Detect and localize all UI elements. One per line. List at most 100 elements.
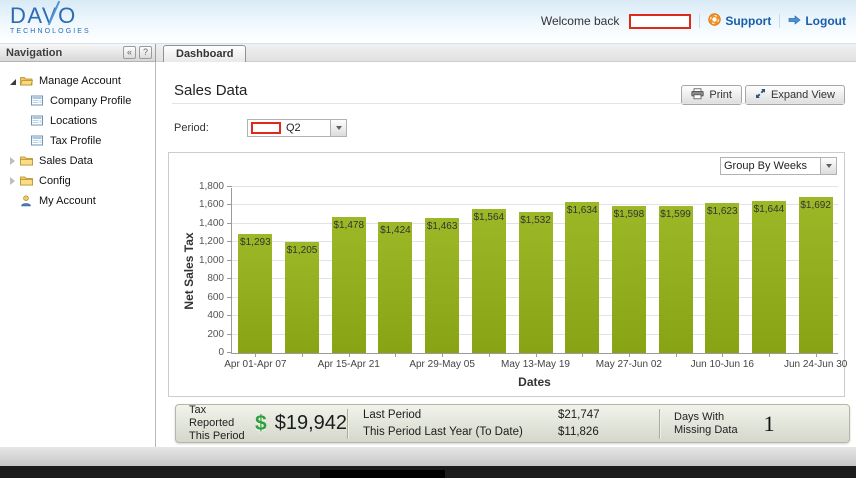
tree-expander-icon[interactable] [10, 176, 20, 186]
logo-wordmark: DAVO [10, 3, 77, 28]
main-content: Sales Data Print Expand View Period: Q2 [156, 62, 856, 447]
x-tick-mark [815, 353, 817, 357]
x-tick-mark [302, 353, 304, 357]
logout-label: Logout [805, 14, 846, 28]
missing-days-value: 1 [763, 410, 775, 436]
chart-panel: Group By Weeks Net Sales Tax 0 200 400 600 8… [168, 152, 847, 397]
x-tick-mark [255, 353, 257, 357]
expand-view-button[interactable]: Expand View [744, 85, 845, 105]
chart-bar[interactable]: $1,564 [471, 208, 506, 353]
support-link[interactable]: Support [708, 13, 771, 29]
y-tick-mark [227, 278, 232, 280]
chart-bar[interactable]: $1,478 [331, 216, 366, 353]
y-tick-mark [227, 186, 232, 187]
sidebar-item-manage-account[interactable]: Manage Account [0, 71, 155, 91]
bar-value-label: $1,598 [613, 208, 645, 220]
chart-bar[interactable]: $1,532 [518, 211, 553, 353]
redaction-box-username [629, 13, 692, 29]
expand-view-label: Expand View [770, 89, 835, 101]
chart-bar[interactable]: $1,424 [378, 221, 413, 353]
tax-reported-label-line2: This Period [189, 430, 245, 442]
comparison-value: $21,747 [558, 408, 600, 421]
missing-days-section: Days With Missing Data 1 [660, 411, 849, 437]
sidebar-item-tax-profile[interactable]: Tax Profile [0, 131, 155, 151]
chart-bar[interactable]: $1,644 [751, 201, 786, 353]
form-icon [31, 135, 45, 147]
period-select-field[interactable]: Q2 [247, 119, 330, 137]
logout-link[interactable]: Logout [788, 14, 846, 29]
chart-bar[interactable]: $1,293 [238, 233, 273, 353]
chart-bar[interactable]: $1,463 [425, 218, 460, 353]
expand-arrows-icon [755, 88, 766, 102]
y-tick-label: 600 [207, 291, 224, 303]
tab-dashboard[interactable]: Dashboard [163, 45, 247, 62]
x-tick-mark [348, 353, 350, 357]
x-tick-mark [395, 353, 397, 357]
folder-open-icon [20, 75, 34, 87]
y-tick-label: 1,800 [198, 181, 224, 192]
collapse-panel-button[interactable]: « [123, 46, 136, 59]
sidebar-item-label: Company Profile [50, 95, 132, 107]
sidebar-item-sales-data[interactable]: Sales Data [0, 151, 155, 171]
sidebar-item-company-profile[interactable]: Company Profile [0, 91, 155, 111]
comparison-row: This Period Last Year (To Date) $11,826 [363, 425, 659, 440]
form-icon [31, 115, 45, 127]
group-by-select-field[interactable]: Group By Weeks [720, 157, 820, 175]
comparison-row: Last Period $21,747 [363, 408, 659, 423]
chart-bar[interactable]: $1,205 [285, 241, 320, 353]
tab-strip: Dashboard [156, 44, 856, 62]
collapsed-triangle-icon [10, 177, 15, 185]
sidebar-item-label: Config [39, 175, 71, 187]
tax-reported-label: Tax Reported This Period [189, 404, 247, 443]
bar-value-label: $1,205 [286, 244, 318, 256]
y-tick-mark [227, 296, 232, 298]
summary-bar: Tax Reported This Period $ $19,942 Last … [175, 404, 850, 443]
top-header: DAVO TECHNOLOGIES Welcome back Support L… [0, 0, 856, 44]
support-label: Support [725, 14, 772, 28]
chart-bar[interactable]: $1,623 [705, 203, 740, 353]
help-button[interactable]: ? [139, 46, 152, 59]
welcome-text: Welcome back [540, 14, 620, 28]
group-by-select-trigger[interactable] [820, 157, 837, 175]
x-tick-mark [535, 353, 537, 357]
chart-bar[interactable]: $1,599 [658, 205, 693, 353]
form-icon [31, 95, 45, 107]
x-tick-mark [582, 353, 584, 357]
comparison-label: Last Period [363, 408, 422, 421]
period-select-trigger[interactable] [330, 119, 347, 137]
period-select[interactable]: Q2 [247, 119, 347, 137]
sidebar-item-locations[interactable]: Locations [0, 111, 155, 131]
summary-divider [347, 408, 348, 439]
tree-expander-icon[interactable] [10, 76, 20, 86]
gridline [232, 204, 838, 206]
tax-reported-label-line1: Tax Reported [189, 404, 235, 429]
user-icon [20, 195, 34, 207]
print-button[interactable]: Print [681, 85, 742, 105]
missing-days-label-line1: Days With [674, 410, 725, 423]
tree-expander-icon[interactable] [10, 156, 20, 166]
title-divider [172, 103, 844, 104]
chart-bar[interactable]: $1,692 [798, 196, 833, 353]
bar-value-label: $1,564 [473, 211, 505, 223]
group-by-select[interactable]: Group By Weeks [720, 157, 837, 175]
navigation-panel-header: Navigation « ? [0, 44, 156, 62]
bar-value-label: $1,532 [520, 214, 551, 226]
chart-bar[interactable]: $1,598 [611, 205, 646, 353]
redaction-box-period [251, 122, 281, 134]
tree-expander-spacer [10, 196, 20, 206]
missing-days-label: Days With Missing Data [674, 411, 738, 437]
comparison-label: This Period Last Year (To Date) [363, 425, 523, 438]
print-label: Print [709, 89, 732, 101]
bar-value-label: $1,424 [380, 224, 411, 236]
sidebar-item-config[interactable]: Config [0, 171, 155, 191]
x-tick-mark [768, 353, 770, 357]
comparison-value: $11,826 [558, 425, 599, 438]
desktop-dock-shadow [320, 470, 445, 478]
y-tick-mark [227, 222, 232, 224]
printer-icon [691, 87, 704, 103]
bar-value-label: $1,644 [753, 204, 785, 216]
chart-bar[interactable]: $1,634 [565, 202, 600, 353]
sidebar-item-my-account[interactable]: My Account [0, 191, 155, 211]
x-tick-label: Apr 01-Apr 07 [224, 359, 287, 370]
